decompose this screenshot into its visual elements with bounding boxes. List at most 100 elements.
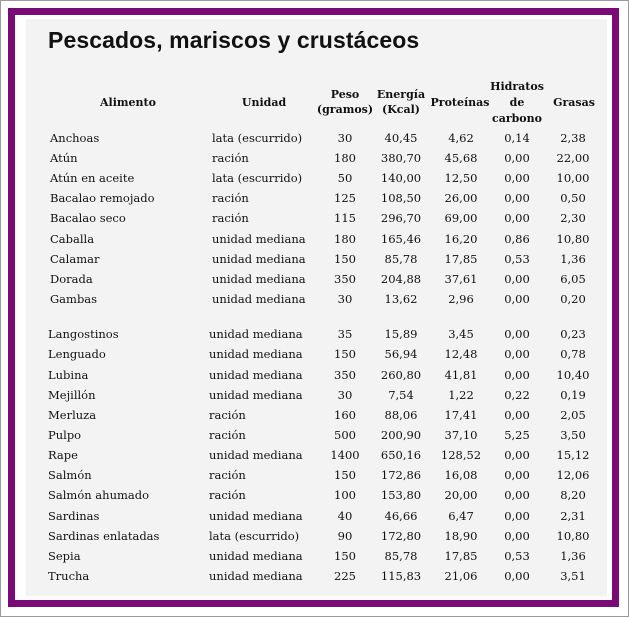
cell-energia: 108,50 <box>380 191 422 205</box>
cell-alimento: Rape <box>48 448 78 462</box>
cell-hidratos: 0,00 <box>504 151 530 165</box>
cell-grasas: 3,50 <box>560 428 586 442</box>
cell-alimento: Lubina <box>48 368 89 382</box>
cell-energia: 7,54 <box>388 388 414 402</box>
cell-grasas: 10,40 <box>556 368 590 382</box>
header-hidratos-line2: de <box>509 96 525 109</box>
cell-unidad: unidad mediana <box>209 549 303 563</box>
cell-energia: 260,80 <box>380 368 422 382</box>
cell-grasas: 6,05 <box>560 272 586 286</box>
cell-hidratos: 0,00 <box>504 408 530 422</box>
cell-hidratos: 0,00 <box>504 327 530 341</box>
cell-grasas: 8,20 <box>560 488 586 502</box>
cell-hidratos: 0,00 <box>504 347 530 361</box>
cell-alimento: Anchoas <box>50 131 100 145</box>
cell-unidad: lata (escurrido) <box>209 529 300 543</box>
cell-unidad: unidad mediana <box>212 252 306 266</box>
cell-peso: 50 <box>337 171 353 185</box>
cell-hidratos: 0,00 <box>504 171 530 185</box>
header-energia-line1: Energía <box>376 88 426 101</box>
cell-proteinas: 16,20 <box>444 232 478 246</box>
cell-hidratos: 0,00 <box>504 529 530 543</box>
cell-alimento: Sardinas enlatadas <box>48 529 160 543</box>
cell-unidad: ración <box>209 428 246 442</box>
cell-hidratos: 0,00 <box>504 569 530 583</box>
cell-energia: 40,45 <box>384 131 418 145</box>
cell-alimento: Bacalao remojado <box>50 191 155 205</box>
cell-grasas: 0,78 <box>560 347 586 361</box>
cell-proteinas: 45,68 <box>444 151 478 165</box>
cell-alimento: Gambas <box>50 292 98 306</box>
cell-peso: 350 <box>334 272 356 286</box>
cell-peso: 125 <box>334 191 356 205</box>
cell-proteinas: 12,48 <box>444 347 478 361</box>
cell-grasas: 2,38 <box>560 131 586 145</box>
cell-energia: 165,46 <box>380 232 422 246</box>
cell-energia: 15,89 <box>384 327 418 341</box>
cell-energia: 296,70 <box>380 211 422 225</box>
cell-unidad: unidad mediana <box>209 448 303 462</box>
cell-proteinas: 6,47 <box>448 509 474 523</box>
cell-grasas: 12,06 <box>556 468 590 482</box>
cell-grasas: 2,05 <box>560 408 586 422</box>
cell-grasas: 10,80 <box>556 529 590 543</box>
cell-hidratos: 0,14 <box>504 131 530 145</box>
cell-unidad: unidad mediana <box>212 232 306 246</box>
cell-grasas: 1,36 <box>560 549 586 563</box>
cell-unidad: unidad mediana <box>209 347 303 361</box>
cell-proteinas: 128,52 <box>440 448 482 462</box>
cell-grasas: 0,50 <box>560 191 586 205</box>
cell-energia: 85,78 <box>384 252 418 266</box>
cell-proteinas: 1,22 <box>448 388 474 402</box>
cell-unidad: ración <box>209 408 246 422</box>
cell-hidratos: 0,53 <box>504 252 530 266</box>
header-hidratos-line3: carbono <box>492 112 542 125</box>
cell-energia: 88,06 <box>384 408 418 422</box>
cell-unidad: ración <box>209 488 246 502</box>
cell-peso: 100 <box>334 488 356 502</box>
cell-alimento: Calamar <box>50 252 100 266</box>
cell-energia: 56,94 <box>384 347 418 361</box>
cell-peso: 30 <box>337 131 353 145</box>
cell-peso: 150 <box>334 347 356 361</box>
cell-unidad: unidad mediana <box>209 388 303 402</box>
cell-peso: 150 <box>334 468 356 482</box>
header-unidad: Unidad <box>241 96 287 109</box>
cell-grasas: 3,51 <box>560 569 586 583</box>
header-peso-line2: (gramos) <box>316 103 374 116</box>
cell-grasas: 1,36 <box>560 252 586 266</box>
cell-alimento: Merluza <box>48 408 97 422</box>
cell-energia: 85,78 <box>384 549 418 563</box>
cell-grasas: 2,30 <box>560 211 586 225</box>
cell-unidad: unidad mediana <box>209 368 303 382</box>
header-proteinas: Proteínas <box>430 96 490 109</box>
cell-hidratos: 0,00 <box>504 272 530 286</box>
cell-unidad: ración <box>212 211 249 225</box>
cell-peso: 180 <box>334 151 356 165</box>
cell-unidad: ración <box>212 151 249 165</box>
cell-alimento: Lenguado <box>48 347 106 361</box>
cell-proteinas: 37,61 <box>444 272 478 286</box>
cell-unidad: ración <box>212 191 249 205</box>
cell-alimento: Caballa <box>50 232 95 246</box>
cell-unidad: unidad mediana <box>212 292 306 306</box>
cell-grasas: 15,12 <box>556 448 590 462</box>
cell-peso: 30 <box>337 292 353 306</box>
cell-peso: 150 <box>334 549 356 563</box>
cell-energia: 204,88 <box>380 272 422 286</box>
cell-proteinas: 18,90 <box>444 529 478 543</box>
cell-alimento: Sepia <box>48 549 81 563</box>
cell-alimento: Dorada <box>50 272 93 286</box>
cell-energia: 153,80 <box>380 488 422 502</box>
cell-hidratos: 0,00 <box>504 368 530 382</box>
cell-hidratos: 0,00 <box>504 292 530 306</box>
cell-energia: 172,80 <box>380 529 422 543</box>
cell-proteinas: 17,85 <box>444 252 478 266</box>
cell-energia: 200,90 <box>380 428 422 442</box>
cell-energia: 650,16 <box>380 448 422 462</box>
cell-peso: 115 <box>334 211 356 225</box>
cell-peso: 40 <box>337 509 353 523</box>
cell-peso: 90 <box>337 529 353 543</box>
cell-proteinas: 20,00 <box>444 488 478 502</box>
cell-hidratos: 0,22 <box>504 388 530 402</box>
